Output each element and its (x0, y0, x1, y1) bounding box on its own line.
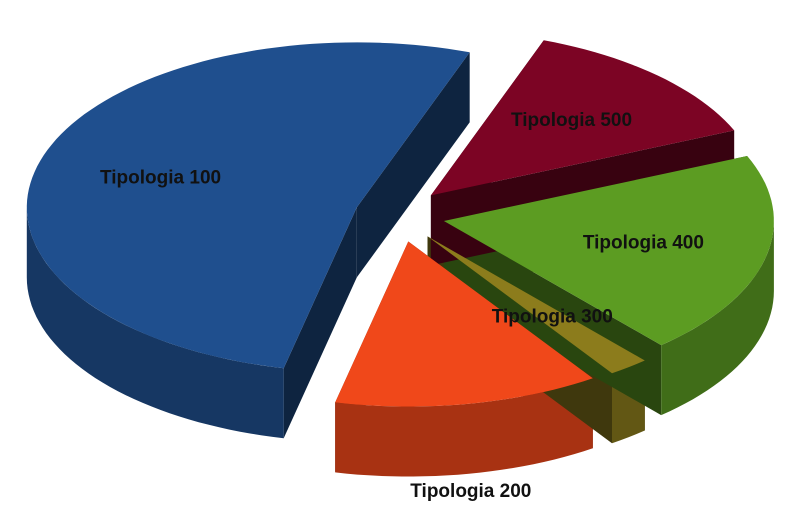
slice (443, 156, 774, 346)
slice-side (356, 52, 470, 278)
slice-label: Tipologia 300 (492, 306, 613, 327)
slice-label: Tipologia 400 (583, 233, 704, 254)
slice (430, 40, 735, 196)
slice-label: Tipologia 500 (511, 110, 632, 131)
slice (26, 42, 470, 369)
slice-side (283, 207, 357, 439)
slice-wall (661, 221, 774, 416)
slice-wall (335, 378, 593, 477)
slice-label: Tipologia 200 (410, 481, 531, 502)
slice (427, 236, 645, 374)
slice (335, 241, 593, 407)
slice-label: Tipologia 100 (100, 168, 221, 189)
slice-wall (26, 207, 284, 439)
